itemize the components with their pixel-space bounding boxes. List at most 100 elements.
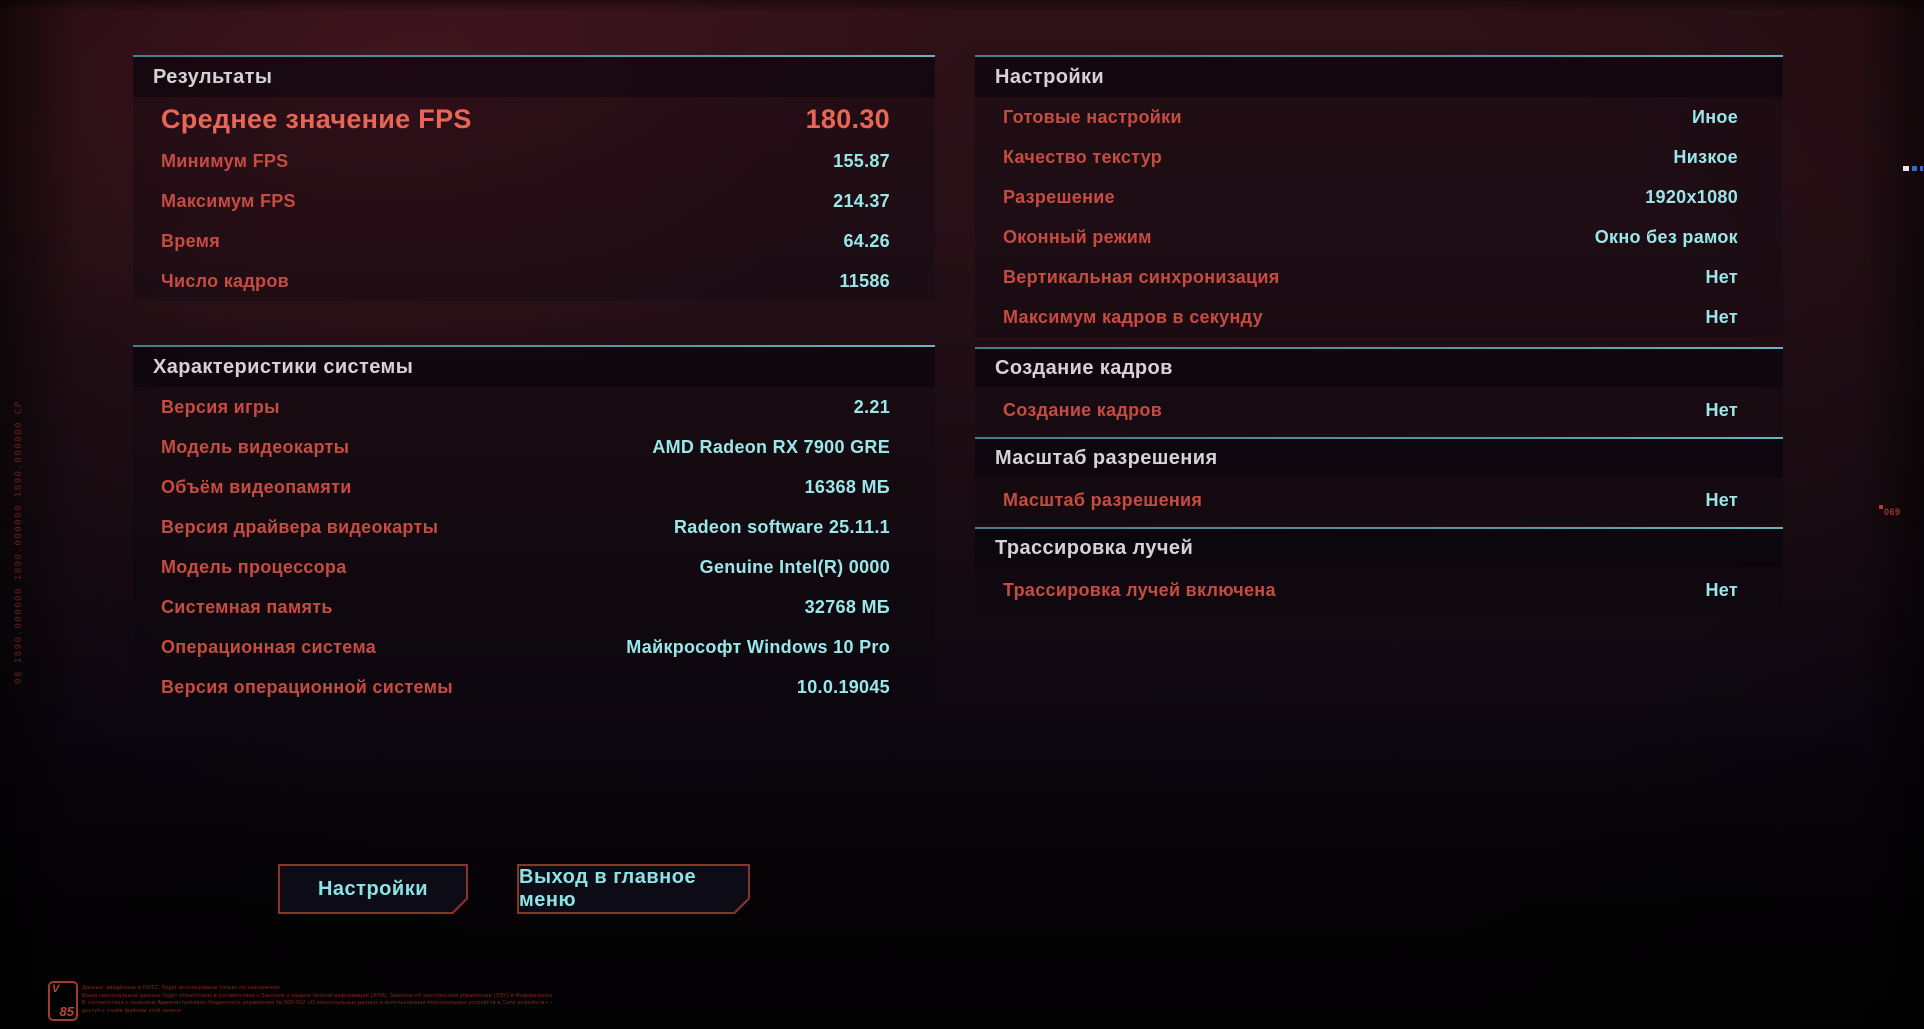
ray-tracing-body: Трассировка лучей включена Нет (975, 567, 1783, 613)
result-row-average-fps: Среднее значение FPS 180.30 (133, 97, 935, 141)
row-value: 155.87 (833, 150, 890, 171)
edge-indicator-blue-small (1920, 166, 1923, 171)
exit-button-label: Выход в главное меню (519, 866, 748, 912)
edge-indicator-white (1903, 166, 1909, 171)
edge-indicator-blue (1912, 166, 1917, 171)
system-row-cpu-model: Модель процессора Genuine Intel(R) 0000 (133, 547, 935, 587)
row-value: Низкое (1673, 146, 1738, 167)
row-value: Нет (1705, 306, 1738, 327)
setting-row-vsync: Вертикальная синхронизация Нет (975, 257, 1783, 297)
settings-body: Готовые настройки Иное Качество текстур … (975, 97, 1783, 337)
row-value: 2.21 (853, 396, 890, 417)
row-value: 11586 (839, 270, 890, 291)
system-row-os-version: Версия операционной системы 10.0.19045 (133, 667, 935, 707)
settings-button-label: Настройки (280, 866, 466, 912)
row-value: 214.37 (833, 190, 890, 211)
resolution-scaling-title: Масштаб разрешения (995, 446, 1218, 469)
system-row-os: Операционная система Майкрософт Windows … (133, 627, 935, 667)
result-row-min-fps: Минимум FPS 155.87 (133, 141, 935, 181)
row-value: Genuine Intel(R) 0000 (699, 556, 890, 577)
row-label: Число кадров (161, 270, 290, 291)
settings-title: Настройки (995, 65, 1105, 88)
row-value: Radeon software 25.11.1 (674, 516, 890, 537)
resolution-scaling-header: Масштаб разрешения (975, 439, 1783, 477)
setting-row-ray-tracing-enabled: Трассировка лучей включена Нет (975, 567, 1783, 613)
resolution-scaling-section: Масштаб разрешения Масштаб разрешения Не… (975, 437, 1783, 523)
row-label: Качество текстур (1003, 146, 1163, 167)
row-label: Среднее значение FPS (161, 103, 472, 134)
right-edge-glitch-text: 069 (1879, 505, 1901, 517)
badge-number: 85 (59, 1004, 74, 1019)
legal-line: Ваши персональные данные будут обработан… (82, 992, 552, 999)
setting-row-max-fps: Максимум кадров в секунду Нет (975, 297, 1783, 337)
row-value: 16368 МБ (804, 476, 890, 497)
row-label: Версия игры (161, 396, 280, 417)
exit-to-main-menu-button[interactable]: Выход в главное меню (517, 864, 750, 914)
row-label: Модель видеокарты (161, 436, 350, 457)
results-body: Среднее значение FPS 180.30 Минимум FPS … (133, 97, 935, 301)
row-label: Оконный режим (1003, 226, 1152, 247)
legal-fine-print: Данные, введённые в РИТС, будут использо… (82, 985, 552, 1015)
system-row-ram: Системная память 32768 МБ (133, 587, 935, 627)
row-label: Системная память (161, 596, 333, 617)
results-section-header: Результаты (133, 57, 935, 97)
results-section: Результаты Среднее значение FPS 180.30 М… (133, 55, 935, 301)
row-value: Нет (1705, 489, 1738, 510)
row-label: Время (161, 230, 221, 251)
row-value: 10.0.19045 (796, 676, 890, 697)
row-value: 180.30 (805, 103, 890, 134)
glitch-square-icon (1879, 505, 1883, 509)
system-row-vram: Объём видеопамяти 16368 МБ (133, 467, 935, 507)
legal-line: В соответствии с приказом Административн… (82, 1000, 552, 1007)
row-value: Майкрософт Windows 10 Pro (626, 636, 890, 657)
settings-button[interactable]: Настройки (278, 864, 468, 914)
result-row-max-fps: Максимум FPS 214.37 (133, 181, 935, 221)
frame-generation-section: Создание кадров Создание кадров Нет (975, 347, 1783, 433)
badge-letter: V (52, 983, 60, 995)
row-label: Создание кадров (1003, 399, 1163, 420)
row-label: Масштаб разрешения (1003, 489, 1203, 510)
results-title: Результаты (153, 65, 273, 88)
row-label: Минимум FPS (161, 150, 289, 171)
row-label: Версия операционной системы (161, 676, 453, 697)
row-label: Готовые настройки (1003, 106, 1182, 127)
settings-section-header: Настройки (975, 57, 1783, 97)
system-specs-section: Характеристики системы Версия игры 2.21 … (133, 345, 935, 707)
row-value: Иное (1691, 106, 1738, 127)
row-value: 1920x1080 (1645, 186, 1738, 207)
system-row-gpu-model: Модель видеокарты AMD Radeon RX 7900 GRE (133, 427, 935, 467)
ray-tracing-section: Трассировка лучей Трассировка лучей вклю… (975, 527, 1783, 613)
resolution-scaling-body: Масштаб разрешения Нет (975, 477, 1783, 523)
v85-rating-badge: V 85 (48, 981, 78, 1021)
setting-row-preset: Готовые настройки Иное (975, 97, 1783, 137)
frame-generation-body: Создание кадров Нет (975, 387, 1783, 433)
row-label: Операционная система (161, 636, 377, 657)
setting-row-window-mode: Оконный режим Окно без рамок (975, 217, 1783, 257)
legal-line: доступ к слайв-файлам этой записи. (82, 1007, 183, 1014)
row-value: Нет (1705, 266, 1738, 287)
row-value: Окно без рамок (1594, 226, 1738, 247)
settings-section: Настройки Готовые настройки Иное Качеств… (975, 55, 1783, 337)
row-value: Нет (1705, 399, 1738, 420)
row-value: Нет (1705, 579, 1738, 600)
result-row-time: Время 64.26 (133, 221, 935, 261)
row-label: Трассировка лучей включена (1003, 579, 1276, 600)
row-label: Максимум FPS (161, 190, 296, 211)
row-label: Объём видеопамяти (161, 476, 352, 497)
result-row-frame-count: Число кадров 11586 (133, 261, 935, 301)
setting-row-texture-quality: Качество текстур Низкое (975, 137, 1783, 177)
setting-row-resolution-scaling: Масштаб разрешения Нет (975, 477, 1783, 523)
setting-row-frame-generation: Создание кадров Нет (975, 387, 1783, 433)
row-value: 64.26 (843, 230, 890, 251)
ray-tracing-header: Трассировка лучей (975, 529, 1783, 567)
system-row-driver-version: Версия драйвера видеокарты Radeon softwa… (133, 507, 935, 547)
setting-row-resolution: Разрешение 1920x1080 (975, 177, 1783, 217)
glitch-text: 069 (1884, 507, 1901, 517)
row-label: Максимум кадров в секунду (1003, 306, 1263, 327)
left-edge-debug-text: 08 1890.000000 1890.000000 1890.000000 C… (14, 400, 24, 684)
row-label: Модель процессора (161, 556, 347, 577)
row-label: Разрешение (1003, 186, 1115, 207)
system-row-game-version: Версия игры 2.21 (133, 387, 935, 427)
row-value: AMD Radeon RX 7900 GRE (652, 436, 890, 457)
